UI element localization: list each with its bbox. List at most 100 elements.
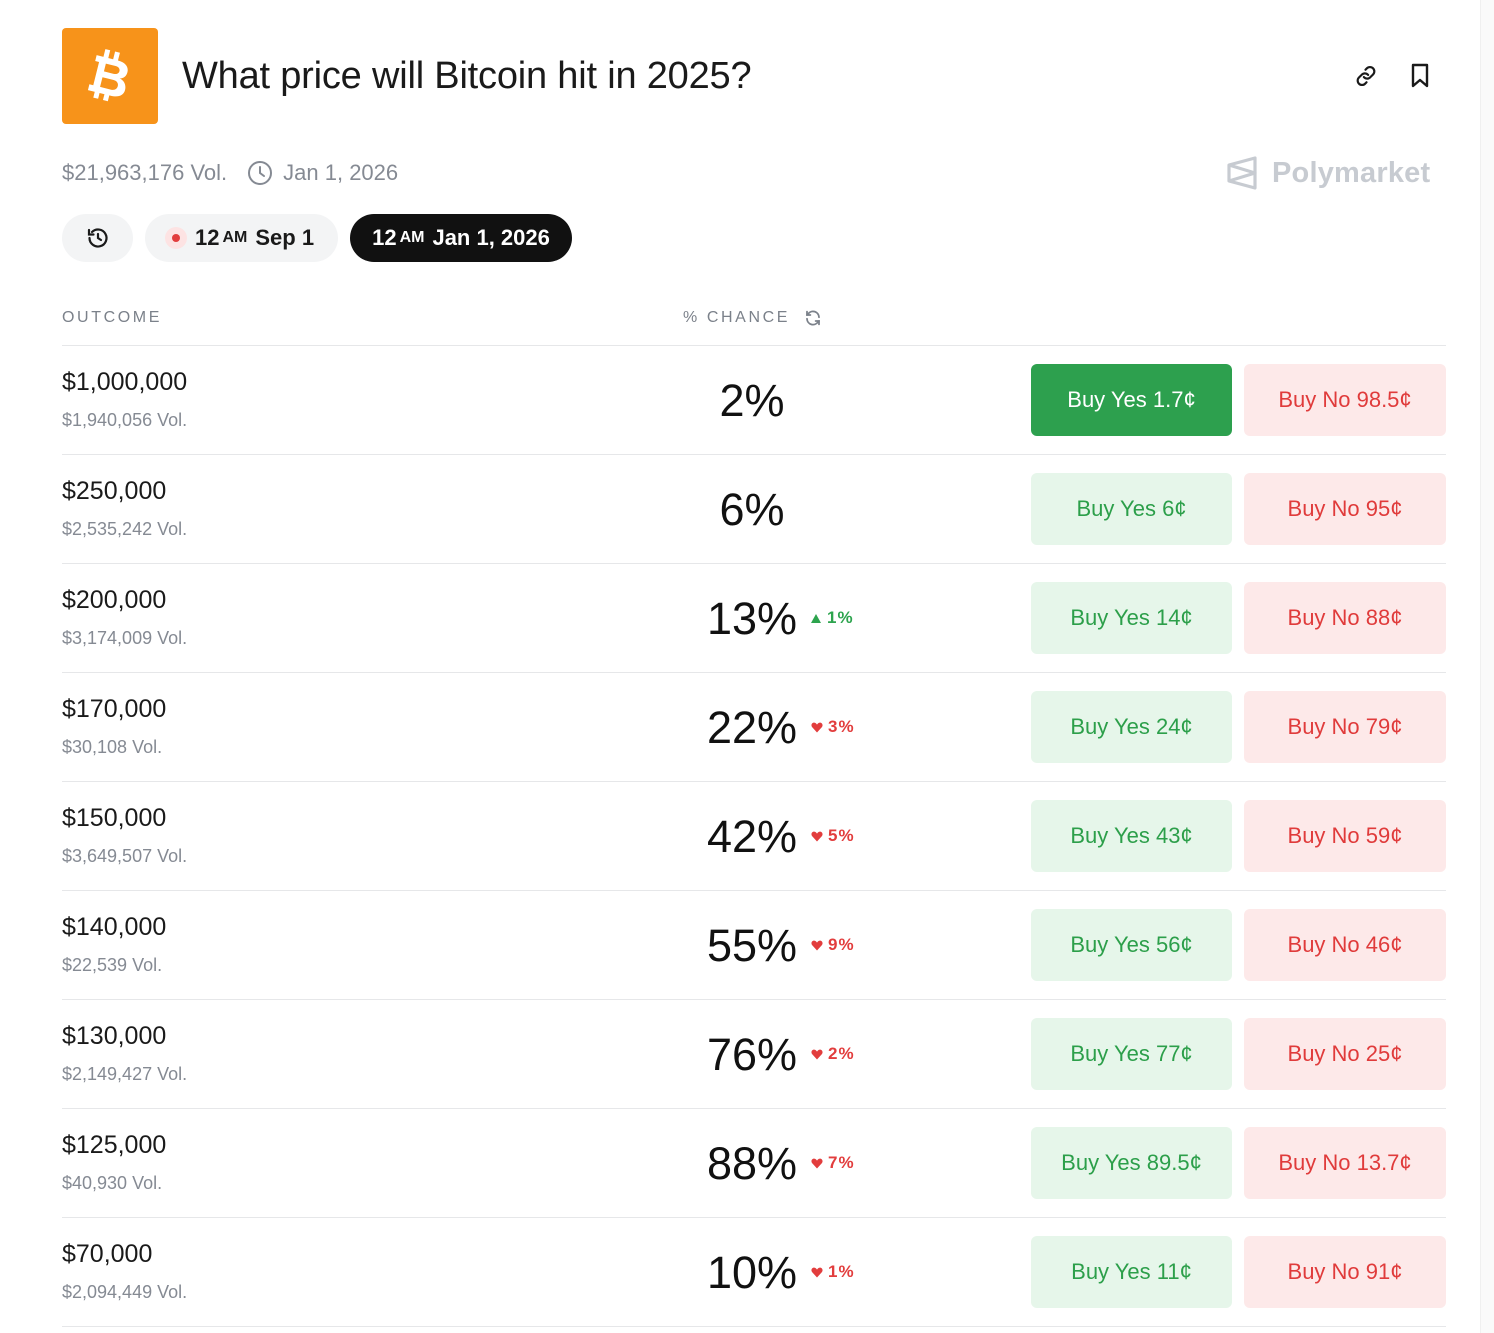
change-indicator-down: 2% <box>811 1044 855 1064</box>
outcome-chance: 2% <box>719 375 785 426</box>
arrow-up-icon <box>811 613 821 623</box>
outcome-column-header: OUTCOME <box>62 309 162 326</box>
outcome-chance: 76% <box>706 1029 798 1080</box>
chance-header-label: % CHANCE <box>683 309 791 326</box>
outcome-row[interactable]: $140,000 $22,539 Vol. 55% 9% Buy Yes 56¢ Buy … <box>62 891 1446 1000</box>
active-ampm: AM <box>399 229 425 246</box>
buy-yes-button[interactable]: Buy Yes 89.5¢ <box>1031 1127 1232 1199</box>
change-value: 3% <box>828 717 855 736</box>
outcome-price: $170,000 <box>62 695 167 723</box>
arrow-down-icon <box>811 1049 823 1060</box>
outcome-row[interactable]: $250,000 $2,535,242 Vol. 6% Buy Yes 6¢ Buy N… <box>62 455 1446 564</box>
change-value: 1% <box>828 1262 855 1281</box>
buy-yes-button[interactable]: Buy Yes 24¢ <box>1031 691 1232 763</box>
arrow-down-icon <box>811 722 823 733</box>
change-value: 9% <box>828 935 855 954</box>
arrow-down-icon <box>811 831 823 842</box>
table-divider <box>62 345 1446 346</box>
active-date: Jan 1, 2026 <box>432 225 550 250</box>
outcome-chance: 10% <box>706 1247 798 1298</box>
outcome-chance: 22% <box>706 702 798 753</box>
market-header: What price will Bitcoin hit in 2025? <box>62 28 1446 124</box>
buy-yes-button[interactable]: Buy Yes 14¢ <box>1031 582 1232 654</box>
live-ampm: AM <box>222 229 248 246</box>
polymarket-logo-icon <box>1227 156 1257 190</box>
date-filter-sep-1[interactable]: 12 AM Sep 1 <box>145 214 339 262</box>
link-icon[interactable] <box>1352 62 1380 90</box>
scrollbar-track[interactable] <box>1480 0 1494 1333</box>
buy-no-button[interactable]: Buy No 91¢ <box>1244 1236 1446 1308</box>
clock-icon <box>247 160 273 186</box>
polymarket-logo: Polymarket <box>1226 155 1430 191</box>
change-value: 2% <box>828 1044 855 1063</box>
outcome-chance: 42% <box>706 811 798 862</box>
market-meta: $21,963,176 Vol. Jan 1, 2026 <box>62 158 398 188</box>
buy-yes-button[interactable]: Buy Yes 77¢ <box>1031 1018 1232 1090</box>
outcome-row[interactable]: $125,000 $40,930 Vol. 88% 7% Buy Yes 89.5¢ Bu… <box>62 1109 1446 1218</box>
outcome-row[interactable]: $70,000 $2,094,449 Vol. 10% 1% Buy Yes 11¢ Bu… <box>62 1218 1446 1327</box>
outcome-volume: $40,930 Vol. <box>62 1173 163 1193</box>
buy-no-button[interactable]: Buy No 59¢ <box>1244 800 1446 872</box>
buy-yes-button[interactable]: Buy Yes 43¢ <box>1031 800 1232 872</box>
history-button[interactable] <box>62 214 133 262</box>
outcome-volume: $30,108 Vol. <box>62 737 163 757</box>
brand-name: Polymarket <box>1272 156 1431 189</box>
outcome-price: $200,000 <box>62 586 167 614</box>
buy-no-button[interactable]: Buy No 79¢ <box>1244 691 1446 763</box>
buy-yes-button[interactable]: Buy Yes 1.7¢ <box>1031 364 1232 436</box>
buy-no-button[interactable]: Buy No 13.7¢ <box>1244 1127 1446 1199</box>
date-filter-jan-1-2026[interactable]: 12 AM Jan 1, 2026 <box>350 214 572 262</box>
outcome-volume: $22,539 Vol. <box>62 955 163 975</box>
refresh-icon[interactable] <box>804 309 822 327</box>
outcome-price: $140,000 <box>62 913 167 941</box>
outcome-row[interactable]: $170,000 $30,108 Vol. 22% 3% Buy Yes 24¢ Buy … <box>62 673 1446 782</box>
buy-no-button[interactable]: Buy No 95¢ <box>1244 473 1446 545</box>
live-date: Sep 1 <box>255 225 315 250</box>
outcome-row[interactable]: $200,000 $3,174,009 Vol. 13% 1% Buy Yes 14¢ B… <box>62 564 1446 673</box>
change-indicator-down: 3% <box>811 717 855 737</box>
buy-yes-button[interactable]: Buy Yes 6¢ <box>1031 473 1232 545</box>
buy-no-button[interactable]: Buy No 88¢ <box>1244 582 1446 654</box>
outcome-chance: 13% <box>706 593 798 644</box>
change-indicator-down: 5% <box>811 826 855 846</box>
live-hour: 12 <box>195 225 220 250</box>
outcome-price: $150,000 <box>62 804 167 832</box>
change-indicator-down: 9% <box>811 935 855 955</box>
change-indicator-up: 1% <box>811 608 854 628</box>
outcome-volume: $3,174,009 Vol. <box>62 628 188 648</box>
outcome-row[interactable]: $150,000 $3,649,507 Vol. 42% 5% Buy Yes 43¢ B… <box>62 782 1446 891</box>
active-hour: 12 <box>372 225 397 250</box>
live-dot-icon <box>165 227 187 249</box>
bookmark-icon[interactable] <box>1406 62 1434 90</box>
buy-no-button[interactable]: Buy No 98.5¢ <box>1244 364 1446 436</box>
change-indicator-down: 7% <box>811 1153 855 1173</box>
total-volume: $21,963,176 Vol. <box>62 160 228 185</box>
outcome-price: $125,000 <box>62 1131 167 1159</box>
buy-no-button[interactable]: Buy No 46¢ <box>1244 909 1446 981</box>
arrow-down-icon <box>811 1158 823 1169</box>
outcome-price: $250,000 <box>62 477 167 505</box>
buy-no-button[interactable]: Buy No 25¢ <box>1244 1018 1446 1090</box>
outcome-volume: $2,094,449 Vol. <box>62 1282 188 1302</box>
buy-yes-button[interactable]: Buy Yes 56¢ <box>1031 909 1232 981</box>
end-date: Jan 1, 2026 <box>283 160 399 185</box>
change-indicator-down: 1% <box>811 1262 855 1282</box>
arrow-down-icon <box>811 940 823 951</box>
outcome-price: $130,000 <box>62 1022 167 1050</box>
outcome-volume: $2,535,242 Vol. <box>62 519 188 539</box>
chance-column-header: % CHANCE <box>683 309 822 327</box>
outcome-volume: $1,940,056 Vol. <box>62 410 188 430</box>
outcome-volume: $3,649,507 Vol. <box>62 846 188 866</box>
outcome-price: $70,000 <box>62 1240 153 1268</box>
change-value: 7% <box>828 1153 855 1172</box>
change-value: 5% <box>828 826 855 845</box>
date-filters: 12 AM Sep 1 12 AM Jan 1, 2026 <box>62 214 584 262</box>
outcome-chance: 6% <box>719 484 785 535</box>
buy-yes-button[interactable]: Buy Yes 11¢ <box>1031 1236 1232 1308</box>
outcome-row[interactable]: $1,000,000 $1,940,056 Vol. 2% Buy Yes 1.7¢ B… <box>62 346 1446 455</box>
page-title: What price will Bitcoin hit in 2025? <box>182 55 752 97</box>
outcome-table-header: OUTCOME % CHANCE <box>62 306 1446 330</box>
history-icon <box>87 228 108 248</box>
outcome-chance: 55% <box>706 920 798 971</box>
outcome-row[interactable]: $130,000 $2,149,427 Vol. 76% 2% Buy Yes 77¢ B… <box>62 1000 1446 1109</box>
